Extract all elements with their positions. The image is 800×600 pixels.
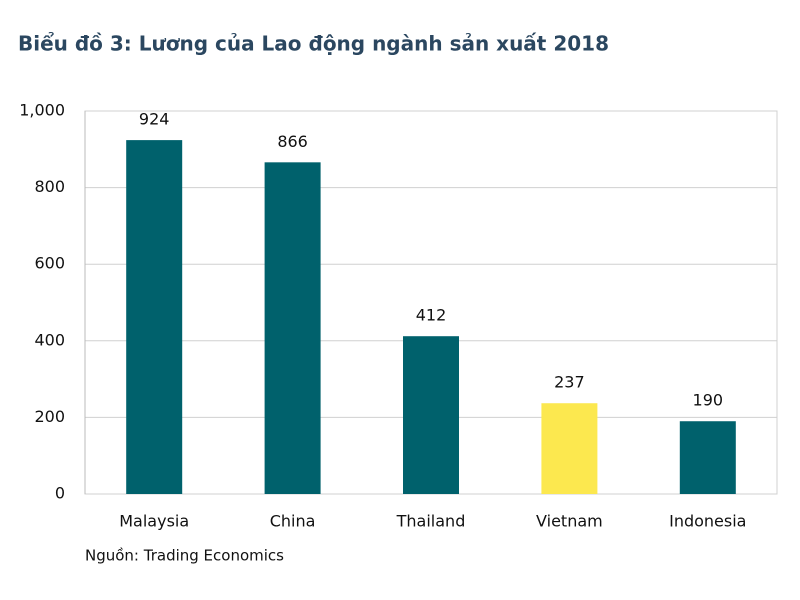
data-label: 237 [554,373,585,392]
x-tick-label: Malaysia [119,512,189,531]
x-tick-label: Vietnam [536,512,603,531]
bar [264,162,321,494]
y-tick-label: 600 [34,254,65,273]
y-tick-label: 0 [55,484,65,503]
data-label: 412 [416,306,447,325]
y-tick-label: 200 [34,407,65,426]
data-label: 866 [277,132,308,151]
chart-title: Biểu đồ 3: Lương của Lao động ngành sản … [18,32,609,56]
data-label: 924 [139,110,170,129]
y-tick-label: 1,000 [19,101,65,120]
y-tick-label: 800 [34,177,65,196]
bar [679,421,736,494]
bar [126,140,183,494]
bar [403,336,459,494]
data-label: 190 [693,391,724,410]
x-tick-label: China [270,512,316,531]
x-tick-label: Thailand [396,512,466,531]
source-note: Nguồn: Trading Economics [85,547,284,565]
bar [541,403,598,494]
x-tick-label: Indonesia [669,512,746,531]
y-tick-label: 400 [34,330,65,349]
